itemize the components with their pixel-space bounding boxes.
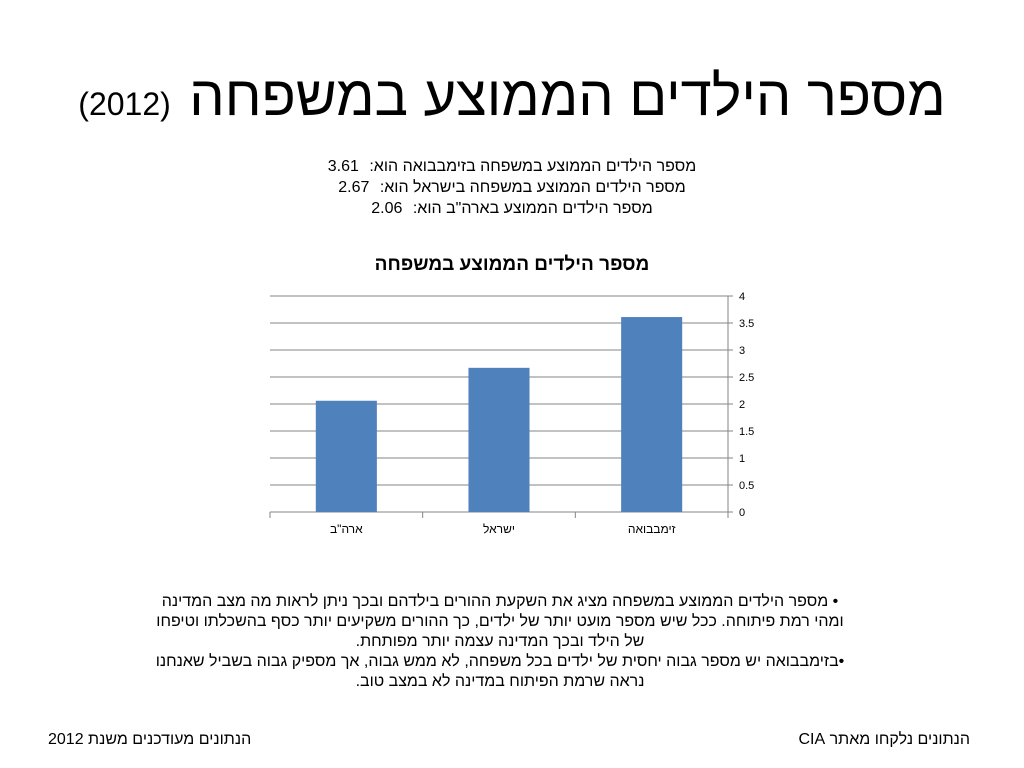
fact-label: מספר הילדים הממוצע במשפחה בזימבבואה הוא: bbox=[369, 158, 697, 175]
y-tick-label: 2 bbox=[739, 399, 745, 411]
y-tick-label: 1 bbox=[739, 453, 745, 465]
bullet-item: • מספר הילדים הממוצע במשפחה מציג את השקע… bbox=[156, 593, 844, 650]
title-text: מספר הילדים הממוצע במשפחה bbox=[189, 64, 946, 127]
x-tick-label: זימבבואה bbox=[628, 522, 676, 536]
fact-line: מספר הילדים הממוצע במשפחה בזימבבואה הוא:… bbox=[0, 156, 1024, 177]
fact-label: מספר הילדים הממוצע במשפחה בישראל הוא: bbox=[379, 179, 686, 196]
y-tick-label: 3 bbox=[739, 345, 745, 357]
x-tick-label: ישראל bbox=[483, 522, 515, 536]
y-tick-label: 0.5 bbox=[739, 480, 754, 492]
y-tick-label: 2.5 bbox=[739, 372, 754, 384]
y-tick-label: 3.5 bbox=[739, 318, 754, 330]
y-tick-label: 4 bbox=[739, 291, 745, 303]
bar bbox=[621, 317, 683, 512]
x-tick-label: ארה"ב bbox=[330, 522, 363, 536]
y-tick-label: 0 bbox=[739, 507, 745, 519]
y-tick-label: 1.5 bbox=[739, 426, 754, 438]
fact-line: מספר הילדים הממוצע במשפחה בישראל הוא: 2.… bbox=[0, 177, 1024, 198]
slide-title: מספר הילדים הממוצע במשפחה (2012) bbox=[0, 64, 1024, 128]
fact-line: מספר הילדים הממוצע בארה"ב הוא: 2.06 bbox=[0, 198, 1024, 219]
fact-value: 3.61 bbox=[327, 158, 359, 175]
fact-value: 2.67 bbox=[338, 179, 370, 196]
fact-label: מספר הילדים הממוצע בארה"ב הוא: bbox=[412, 200, 653, 217]
bullet-text: • מספר הילדים הממוצע במשפחה מציג את השקע… bbox=[150, 592, 850, 692]
title-year: (2012) bbox=[78, 86, 171, 122]
footer-source-year: הנתונים מעודכנים משנת 2012 bbox=[48, 731, 252, 748]
bar bbox=[468, 367, 530, 512]
footer-source: הנתונים נלקחו מאתר CIA bbox=[798, 731, 971, 748]
bar bbox=[315, 400, 377, 512]
chart-title: מספר הילדים הממוצע במשפחה bbox=[374, 254, 650, 275]
facts-block: מספר הילדים הממוצע במשפחה בזימבבואה הוא:… bbox=[0, 156, 1024, 219]
fact-value: 2.06 bbox=[371, 200, 403, 217]
bullet-item: •בזימבבואה יש מספר גבוה יחסית של ילדים ב… bbox=[155, 653, 845, 690]
